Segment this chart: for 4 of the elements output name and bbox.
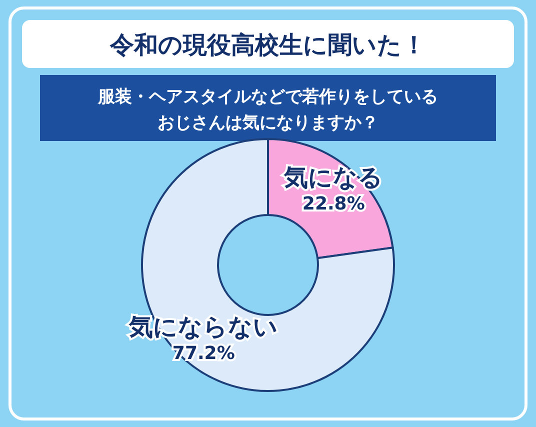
chart-subtitle: 服装・ヘアスタイルなどで若作りをしているおじさんは気になりますか？ — [97, 87, 438, 133]
data-label: 22.8% — [302, 194, 365, 215]
chart-title: 令和の現役高校生に聞いた！ — [109, 31, 426, 59]
slice-label: 気になる — [283, 164, 384, 192]
